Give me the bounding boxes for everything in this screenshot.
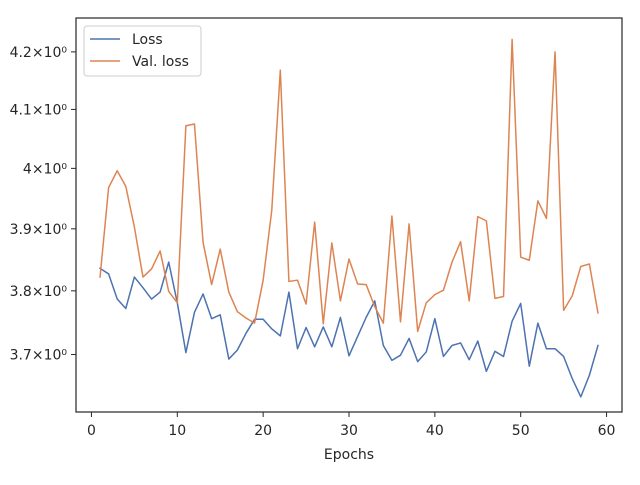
series-line-1 bbox=[99, 261, 599, 398]
axes-layer: 0 10 20 30 40 50 60 3.7×10⁰ 3.8×10⁰ 3.9×10⁰ 4×10⁰ 4… bbox=[10, 17, 623, 439]
y-tick-label: 3.7×10⁰ bbox=[10, 348, 68, 364]
legend-label: Val. loss bbox=[132, 54, 189, 70]
y-tick-label: 3.8×10⁰ bbox=[10, 284, 68, 300]
series-layer bbox=[99, 38, 599, 398]
y-tick-label: 4×10⁰ bbox=[23, 161, 67, 177]
x-tick-label: 50 bbox=[512, 423, 530, 439]
x-tick-label: 30 bbox=[340, 423, 358, 439]
y-tick-label: 4.2×10⁰ bbox=[10, 45, 68, 61]
y-tick-label: 4.1×10⁰ bbox=[10, 102, 68, 118]
x-tick-label: 10 bbox=[168, 423, 186, 439]
x-tick-label: 60 bbox=[598, 423, 616, 439]
x-tick-label: 20 bbox=[254, 423, 272, 439]
legend-label: Loss bbox=[132, 32, 163, 48]
y-tick-label: 3.9×10⁰ bbox=[10, 222, 68, 238]
x-axis-label: Epochs bbox=[324, 447, 374, 463]
legend: Loss Val. loss bbox=[83, 25, 202, 77]
x-tick-label: 40 bbox=[426, 423, 444, 439]
series-line-2 bbox=[99, 38, 599, 333]
x-tick-label: 0 bbox=[87, 423, 96, 439]
